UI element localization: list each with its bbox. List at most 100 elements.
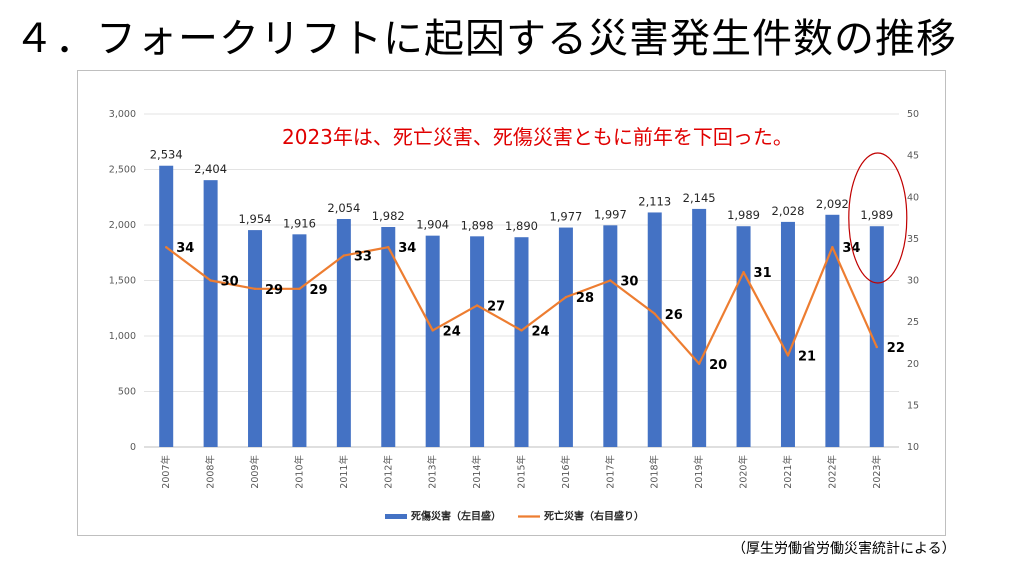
x-category-label: 2020年: [738, 455, 750, 489]
x-category-label: 2009年: [249, 455, 261, 489]
line-point: [209, 279, 212, 282]
y-left-tick-label: 1,500: [109, 276, 136, 287]
bar: [692, 208, 707, 447]
line-point: [875, 345, 878, 349]
line-point: [742, 270, 745, 274]
bar: [514, 237, 529, 447]
bar: [203, 180, 218, 447]
x-category-label: 2014年: [471, 455, 483, 489]
bar: [647, 212, 662, 447]
y-right-tick-label: 20: [907, 359, 919, 370]
line-value-label: 34: [398, 241, 416, 256]
line-point: [520, 329, 523, 332]
y-left-tick-label: 3,000: [109, 109, 136, 120]
bar: [558, 227, 573, 447]
line-value-label: 34: [842, 241, 860, 256]
line-value-label: 34: [176, 241, 194, 256]
line-point: [697, 362, 701, 365]
axes: 0 500 1,000 1,500 2,000 2,500 3,000 10 15 20 25 30 3…: [109, 109, 919, 489]
slide-title: ４．フォークリフトに起因する災害発生件数の推移: [14, 16, 957, 62]
x-category-label: 2011年: [338, 455, 350, 489]
chart-annotation: 2023年は、死亡災害、死傷災害ともに前年を下回った。: [282, 125, 793, 149]
y-left-tick-label: 2,500: [109, 165, 136, 176]
combo-chart: 2,534 2,404 1,954 1,916 2,054 1,982 1,904 1,898…: [109, 109, 919, 523]
line-value-label: 31: [754, 266, 772, 281]
line-value-label: 22: [887, 341, 905, 356]
bar-value-label: 1,898: [461, 218, 494, 232]
y-right-tick-label: 15: [907, 400, 919, 411]
line-point: [253, 287, 257, 291]
bar-value-label: 1,977: [549, 210, 582, 224]
x-category-label: 2021年: [782, 455, 794, 489]
bar: [292, 234, 307, 447]
y-left-tick-label: 2,000: [109, 220, 136, 231]
source-note: （厚生労働省労働災害統計による）: [732, 541, 956, 557]
line-point: [342, 254, 346, 257]
line-series: [165, 246, 878, 365]
bar: [336, 219, 351, 447]
line-point: [387, 246, 390, 249]
bar: [825, 214, 840, 447]
bar-value-label: 1,904: [416, 218, 449, 232]
line-point: [165, 246, 168, 249]
y-right-tick-label: 35: [907, 234, 919, 245]
line-value-label: 30: [620, 275, 638, 290]
line-value-label: 29: [309, 283, 327, 298]
line-point: [298, 287, 301, 291]
bar-value-label: 1,916: [283, 216, 316, 230]
x-category-label: 2013年: [427, 455, 439, 489]
bar-value-label: 1,997: [594, 207, 627, 221]
x-category-label: 2019年: [693, 455, 705, 489]
y-left-tick-label: 500: [118, 387, 136, 398]
bar-value-label: 2,404: [194, 162, 227, 176]
line-point: [431, 329, 434, 332]
line-point: [653, 312, 656, 315]
y-right-tick-label: 40: [907, 192, 919, 203]
y-right-tick-label: 10: [907, 442, 919, 453]
bar: [248, 230, 263, 447]
line-value-label: 24: [532, 324, 550, 339]
line-value-label: 33: [354, 250, 372, 265]
bar-value-label: 2,054: [327, 201, 360, 215]
line-point: [609, 279, 612, 282]
x-category-label: 2023年: [871, 455, 883, 489]
line-value-label: 27: [487, 299, 505, 314]
line-point: [831, 246, 834, 249]
bar-value-label: 2,534: [150, 148, 183, 162]
x-category-label: 2010年: [293, 455, 305, 489]
x-category-label: 2017年: [604, 455, 616, 489]
x-category-label: 2007年: [160, 455, 172, 489]
bar-value-label: 1,982: [372, 209, 405, 223]
line-point: [564, 295, 568, 299]
legend-bar-swatch: [385, 514, 407, 519]
bar: [869, 226, 884, 447]
bar: [425, 235, 440, 447]
y-left-tick-label: 0: [130, 442, 136, 453]
bar-value-label: 1,989: [860, 208, 893, 222]
bar: [780, 221, 795, 447]
y-right-tick-label: 30: [907, 276, 919, 287]
y-right-tick-label: 45: [907, 151, 919, 162]
line-value-label: 21: [798, 349, 816, 364]
x-category-label: 2022年: [826, 455, 838, 489]
x-category-label: 2012年: [382, 455, 394, 489]
line-point: [786, 354, 790, 357]
y-right-tick-label: 25: [907, 317, 919, 328]
chart-frame: 2,534 2,404 1,954 1,916 2,054 1,982 1,904 1,898…: [77, 70, 946, 536]
line-value-label: 20: [709, 358, 727, 373]
bar: [603, 225, 618, 447]
bar-value-label: 2,113: [638, 194, 671, 208]
y-left-tick-label: 1,000: [109, 331, 136, 342]
bar-value-label: 1,890: [505, 219, 538, 233]
x-category-label: 2018年: [649, 455, 661, 489]
line-value-label: 26: [665, 308, 683, 323]
bar-value-label: 2,145: [683, 191, 716, 205]
bar-value-label: 1,989: [727, 208, 760, 222]
legend: 死傷災害（左目盛） 死亡災害（右目盛り）: [385, 510, 644, 523]
bar-value-label: 2,028: [772, 204, 805, 218]
bar: [381, 226, 396, 447]
bar-value-label: 1,954: [239, 212, 272, 226]
line-value-label: 24: [443, 324, 461, 339]
bar: [159, 165, 174, 447]
x-category-label: 2015年: [516, 455, 528, 489]
